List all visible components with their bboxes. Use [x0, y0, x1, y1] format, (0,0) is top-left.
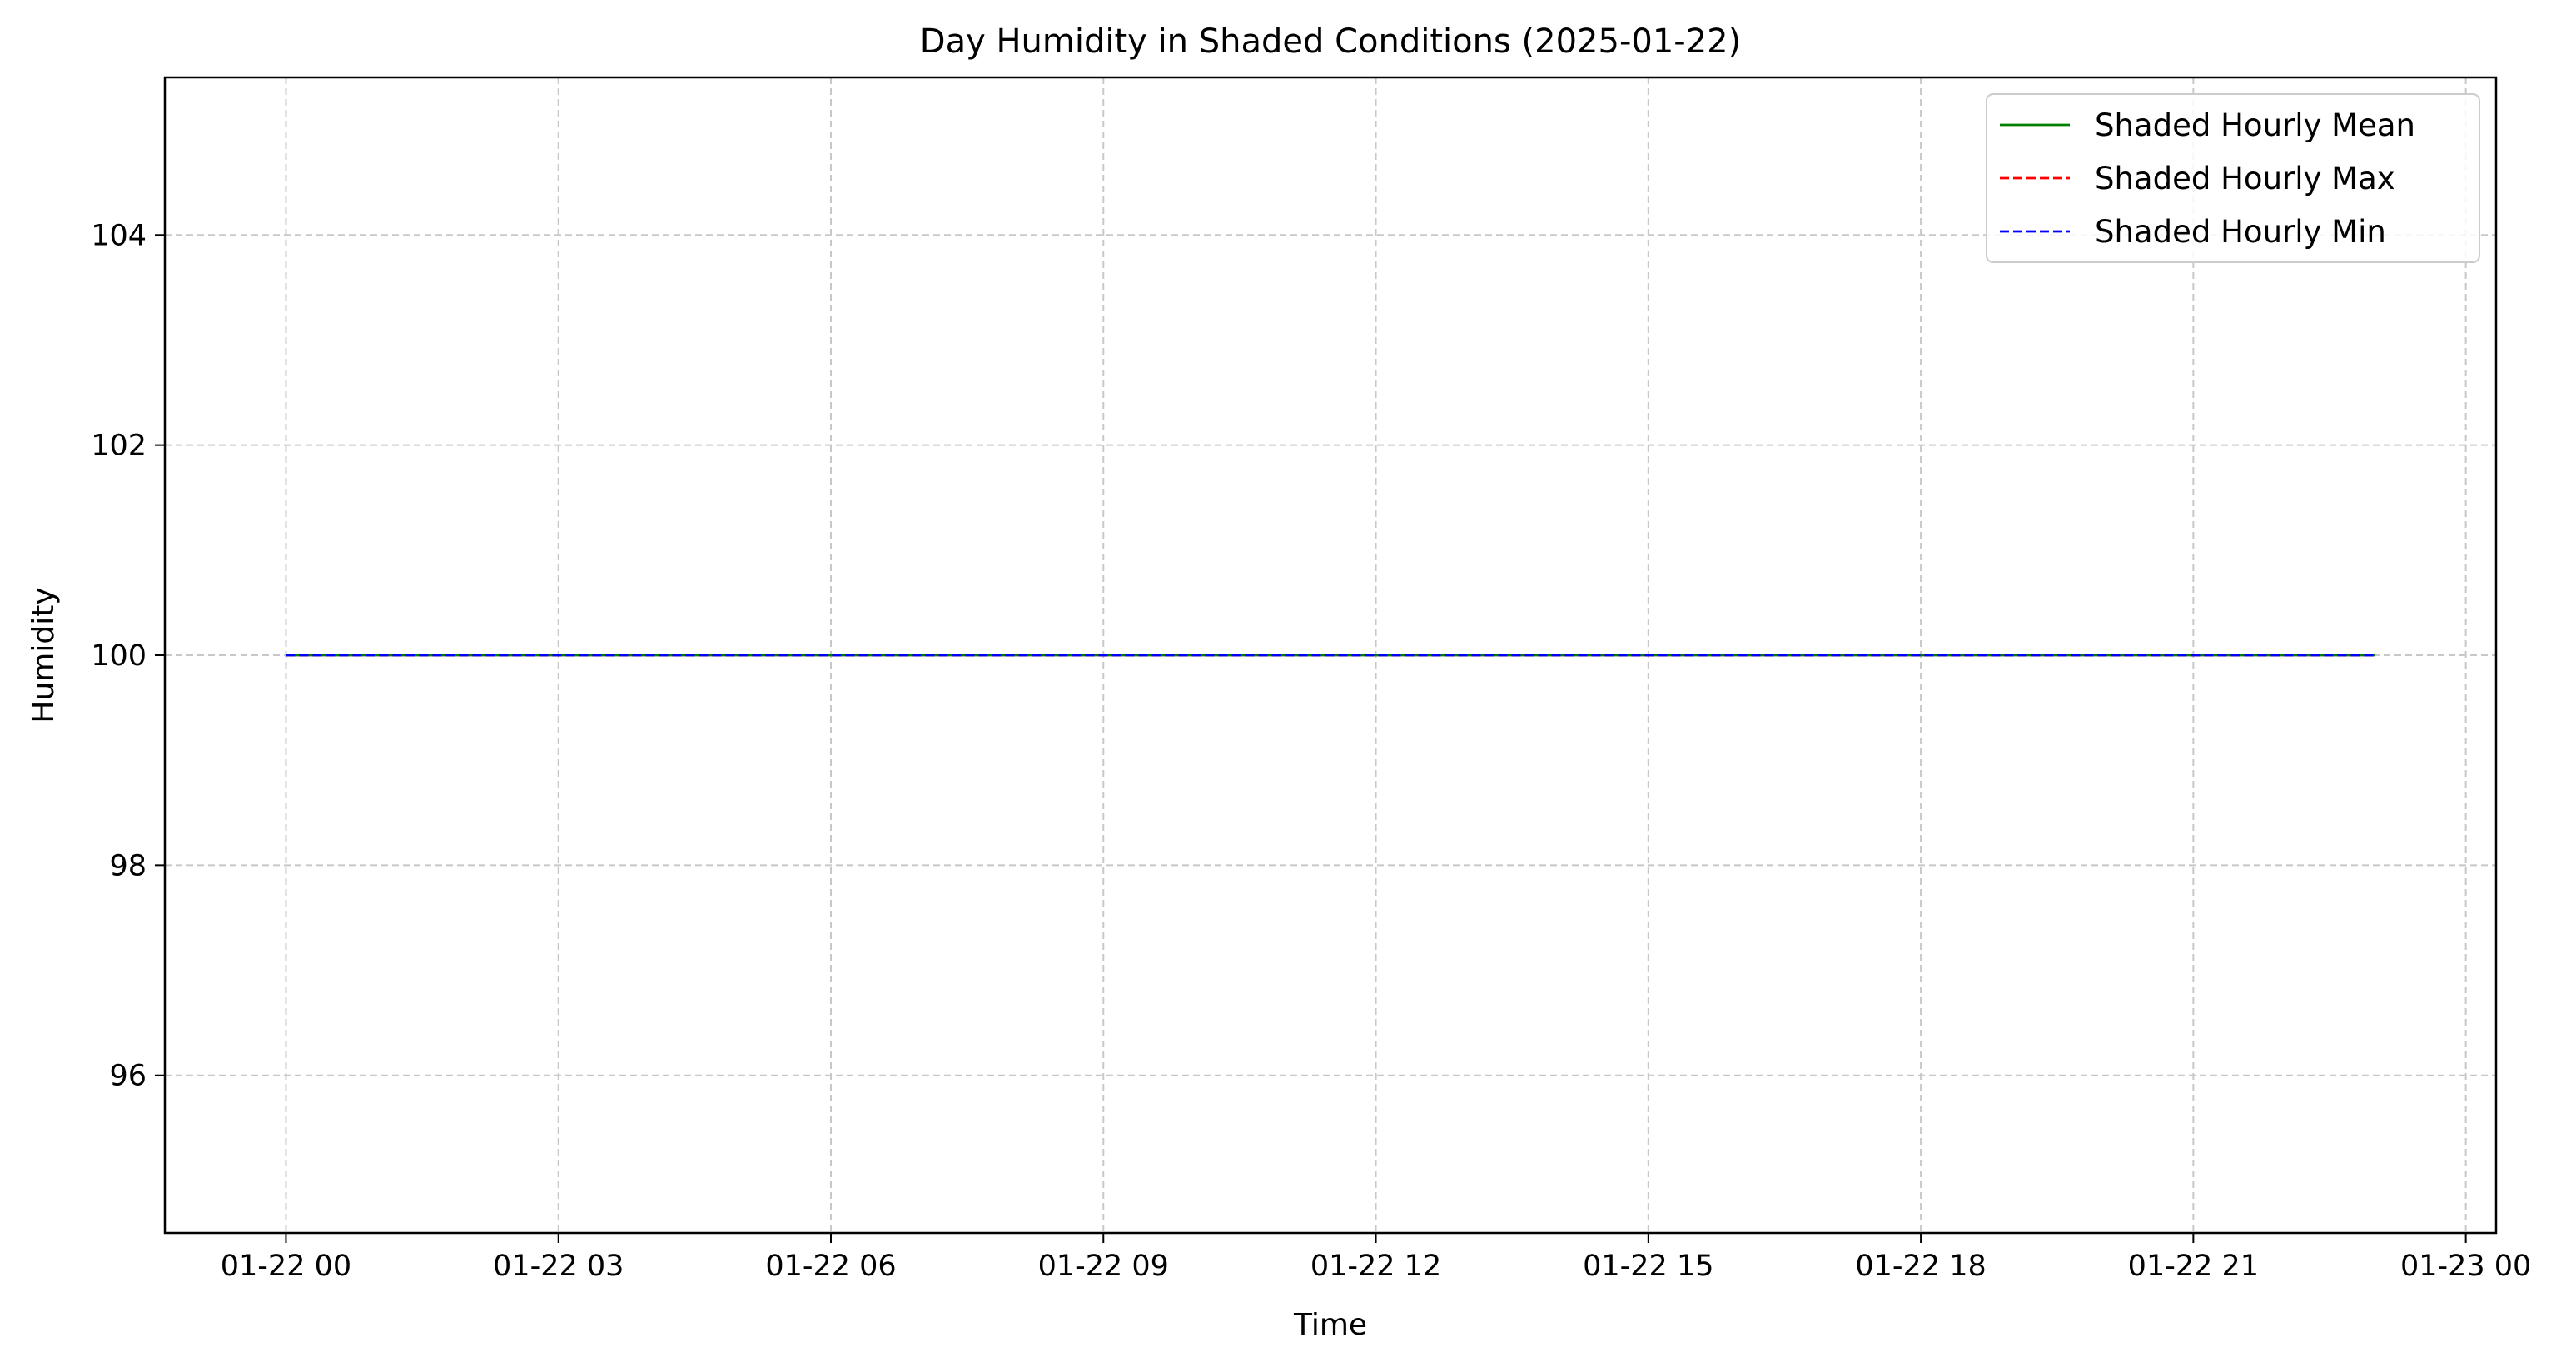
y-tick-label: 98 [109, 849, 147, 882]
legend-label: Shaded Hourly Max [2095, 161, 2395, 196]
y-tick-label: 104 [91, 219, 147, 252]
y-axis-label: Humidity [27, 587, 61, 723]
x-tick-label: 01-22 18 [1855, 1250, 1986, 1283]
x-tick-label: 01-22 12 [1310, 1250, 1441, 1283]
y-tick-label: 100 [91, 639, 147, 673]
legend-box [1986, 93, 2480, 263]
x-tick-label: 01-22 09 [1038, 1250, 1169, 1283]
x-tick-label: 01-22 03 [493, 1250, 624, 1283]
legend-label: Shaded Hourly Mean [2095, 107, 2415, 143]
y-tick-label: 96 [109, 1060, 147, 1093]
x-tick-label: 01-22 21 [2128, 1250, 2259, 1283]
legend-label: Shaded Hourly Min [2095, 214, 2386, 250]
x-tick-label: 01-22 00 [221, 1250, 351, 1283]
chart-title: Day Humidity in Shaded Conditions (2025-… [920, 22, 1741, 61]
x-tick-label: 01-22 06 [765, 1250, 896, 1283]
y-tick-label: 102 [91, 430, 147, 463]
x-axis-label: Time [1293, 1308, 1367, 1342]
x-tick-label: 01-22 15 [1583, 1250, 1713, 1283]
x-tick-label: 01-23 00 [2400, 1250, 2531, 1283]
axis-ticks: 01-22 00 01-22 03 01-22 06 01-22 09 01-22 12… [91, 219, 2531, 1283]
legend: Shaded Hourly Mean Shaded Hourly Max Shade… [1986, 93, 2480, 263]
